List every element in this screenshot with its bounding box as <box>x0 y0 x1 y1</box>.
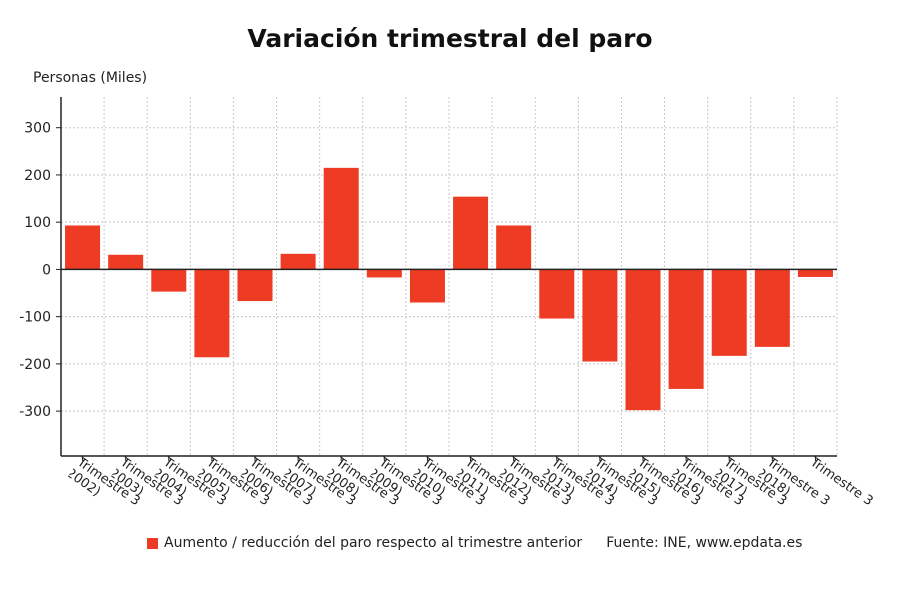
bar <box>539 269 575 319</box>
bar <box>366 269 402 278</box>
bar <box>151 269 187 292</box>
legend: Aumento / reducción del paro respecto al… <box>147 535 802 551</box>
bar <box>237 269 273 302</box>
y-tick-label: 100 <box>24 215 51 231</box>
bar <box>797 269 833 277</box>
bar <box>582 269 618 362</box>
y-tick-label: 0 <box>42 262 51 278</box>
legend-swatch <box>147 537 158 549</box>
y-axis-label: Personas (Miles) <box>33 70 148 86</box>
bar <box>280 253 316 270</box>
bar <box>668 269 704 389</box>
y-tick-label: -200 <box>19 357 51 373</box>
bar <box>409 269 445 303</box>
bar <box>711 269 747 356</box>
y-tick-label: 300 <box>24 121 51 137</box>
bar <box>496 225 532 270</box>
bar <box>108 254 144 270</box>
bar <box>453 196 489 270</box>
bar <box>754 269 790 347</box>
bar <box>194 269 230 358</box>
bar <box>625 269 661 411</box>
source-text: Fuente: INE, www.epdata.es <box>606 535 803 551</box>
bar <box>65 225 101 270</box>
chart-title: Variación trimestral del paro <box>247 24 653 53</box>
y-tick-label: -300 <box>19 404 51 420</box>
legend-label: Aumento / reducción del paro respecto al… <box>164 535 583 551</box>
y-tick-label: 200 <box>24 168 51 184</box>
bar <box>323 167 359 270</box>
y-tick-label: -100 <box>19 310 51 326</box>
